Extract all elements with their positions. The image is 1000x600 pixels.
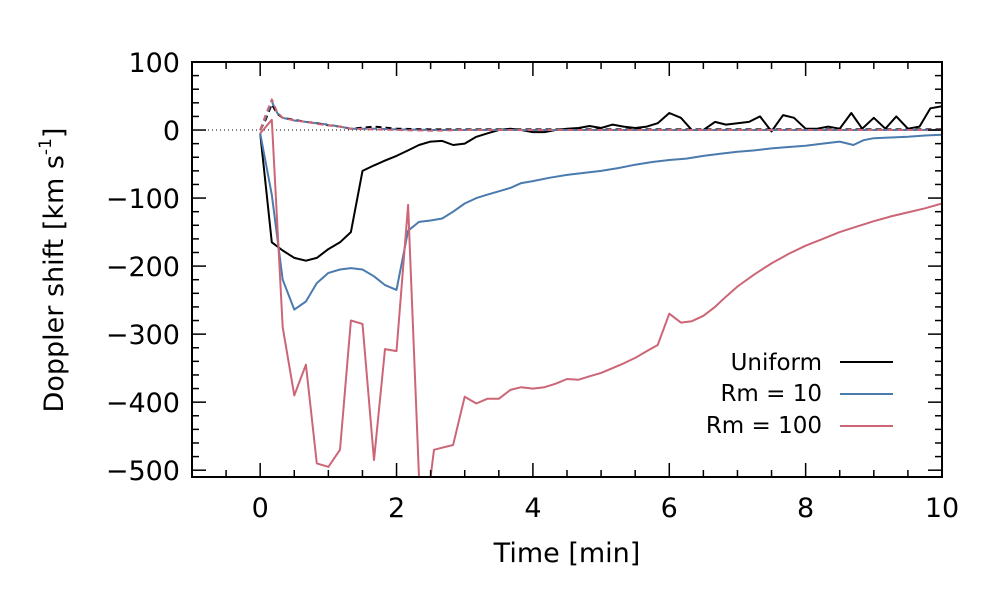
series-line-4 bbox=[259, 100, 942, 131]
axes-layer bbox=[191, 61, 943, 478]
x-axis-title: Time [min] bbox=[493, 538, 641, 569]
y-tick-label: −100 bbox=[106, 184, 180, 215]
series-line-3 bbox=[259, 103, 942, 131]
y-tick-label: −300 bbox=[106, 320, 180, 351]
series-line-0 bbox=[259, 105, 942, 262]
legend: Uniform Rm = 10 Rm = 100 bbox=[706, 350, 893, 439]
series-line-5 bbox=[259, 98, 942, 132]
tick-labels: 0 2 4 6 8 10 100 0 −100 −200 −300 −400 −500 bbox=[106, 48, 959, 524]
legend-label-uniform: Uniform bbox=[731, 350, 822, 376]
y-tick-label: −200 bbox=[106, 252, 180, 283]
legend-label-rm100: Rm = 100 bbox=[706, 413, 822, 439]
x-tick-label: 6 bbox=[661, 493, 678, 524]
x-tick-label: 10 bbox=[925, 493, 959, 524]
series-layer bbox=[259, 98, 942, 477]
series-line-2 bbox=[259, 118, 942, 477]
y-tick-label: 0 bbox=[163, 116, 180, 147]
y-axis-title-main: Doppler shift [km s bbox=[39, 155, 70, 412]
x-tick-label: 2 bbox=[388, 493, 405, 524]
plot-frame bbox=[191, 61, 943, 478]
x-tick-label: 8 bbox=[797, 493, 814, 524]
x-tick-label: 0 bbox=[252, 493, 269, 524]
series-line-1 bbox=[259, 133, 942, 311]
x-tick-label: 4 bbox=[524, 493, 541, 524]
y-axis-title: Doppler shift [km s-1] bbox=[36, 128, 70, 413]
legend-label-rm10: Rm = 10 bbox=[720, 381, 822, 407]
y-tick-label: −500 bbox=[106, 456, 180, 487]
y-tick-label: 100 bbox=[128, 48, 180, 79]
y-tick-label: −400 bbox=[106, 388, 180, 419]
y-axis-title-superscript: -1 bbox=[36, 138, 56, 155]
y-axis-title-close: ] bbox=[39, 128, 70, 139]
